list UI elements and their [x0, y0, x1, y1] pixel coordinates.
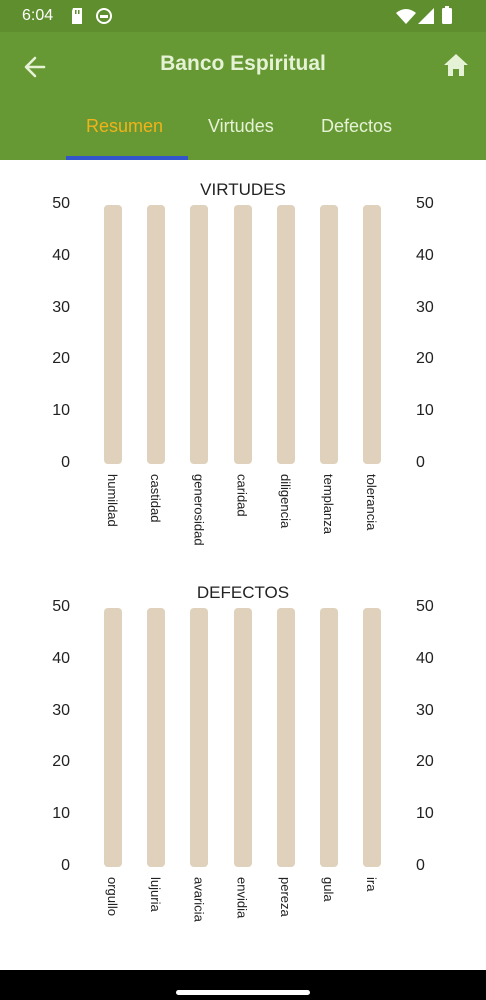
y-tick-right: 0: [416, 857, 425, 874]
y-tick-left: 50: [52, 598, 70, 615]
bar-orgullo: [104, 608, 122, 867]
category-label: orgullo: [105, 877, 120, 917]
app-bar: Banco Espiritual Resumen Virtudes Defect…: [0, 32, 486, 160]
bar-tolerancia: [363, 205, 382, 464]
tab-defectos[interactable]: Defectos: [321, 116, 393, 136]
category-label: avaricia: [191, 877, 207, 922]
battery-icon: [442, 6, 452, 24]
status-bar: 6:04: [0, 0, 486, 32]
category-label: tolerancia: [364, 474, 380, 531]
wifi-icon: [396, 9, 416, 24]
bar-ira: [363, 608, 382, 867]
bar-generosidad: [190, 205, 209, 464]
y-tick-left: 30: [52, 701, 70, 719]
bar-templanza: [320, 205, 338, 464]
chart-title: DEFECTOS: [196, 583, 290, 602]
category-label: lujuria: [148, 877, 164, 912]
category-label: caridad: [234, 474, 250, 517]
category-label: gula: [321, 877, 336, 902]
bar-pereza: [276, 608, 295, 867]
page-title: Banco Espiritual: [160, 52, 326, 75]
bar-caridad: [233, 205, 252, 464]
category-label: envidia: [234, 877, 250, 919]
y-tick-right: 20: [416, 753, 434, 771]
y-tick-left: 10: [52, 402, 70, 420]
category-label: generosidad: [191, 474, 207, 546]
back-arrow-icon[interactable]: [20, 52, 50, 82]
bar-envidia: [233, 608, 252, 867]
category-label: humildad: [105, 474, 120, 527]
y-tick-left: 40: [52, 246, 70, 264]
tab-indicator: [66, 156, 188, 160]
y-tick-right: 50: [416, 195, 434, 212]
navigation-bar: [0, 970, 486, 1000]
bar-avaricia: [190, 608, 209, 867]
bar-castidad: [147, 205, 166, 464]
y-tick-right: 40: [416, 649, 434, 667]
y-tick-right: 40: [416, 246, 434, 264]
y-tick-right: 20: [416, 350, 434, 368]
y-tick-left: 20: [52, 753, 70, 771]
chart-title: VIRTUDES: [200, 180, 286, 199]
y-tick-right: 30: [416, 298, 434, 316]
y-tick-right: 50: [416, 598, 434, 615]
y-tick-left: 10: [52, 805, 70, 823]
category-label: templanza: [321, 474, 336, 534]
home-icon[interactable]: [442, 52, 470, 78]
signal-icon: [418, 8, 434, 24]
bar-humildad: [104, 205, 122, 464]
y-tick-right: 10: [416, 805, 434, 823]
y-tick-left: 0: [61, 454, 70, 471]
y-tick-left: 20: [52, 350, 70, 368]
tab-resumen[interactable]: Resumen: [86, 116, 164, 136]
category-label: ira: [364, 877, 380, 892]
y-tick-right: 10: [416, 402, 434, 420]
y-tick-right: 0: [416, 454, 425, 471]
bar-lujuria: [147, 608, 166, 867]
bar-gula: [320, 608, 338, 867]
y-tick-left: 50: [52, 195, 70, 212]
bar-diligencia: [276, 205, 295, 464]
status-time: 6:04: [22, 7, 54, 24]
category-label: diligencia: [277, 474, 293, 529]
y-tick-left: 30: [52, 298, 70, 316]
app-notification-icon: [96, 8, 112, 24]
category-label: pereza: [277, 877, 293, 917]
home-gesture-handle[interactable]: [176, 990, 310, 995]
sd-card-icon: [72, 8, 82, 24]
y-tick-left: 0: [61, 857, 70, 874]
y-tick-right: 30: [416, 701, 434, 719]
category-label: castidad: [148, 474, 164, 523]
tab-virtudes[interactable]: Virtudes: [208, 116, 274, 136]
y-tick-left: 40: [52, 649, 70, 667]
